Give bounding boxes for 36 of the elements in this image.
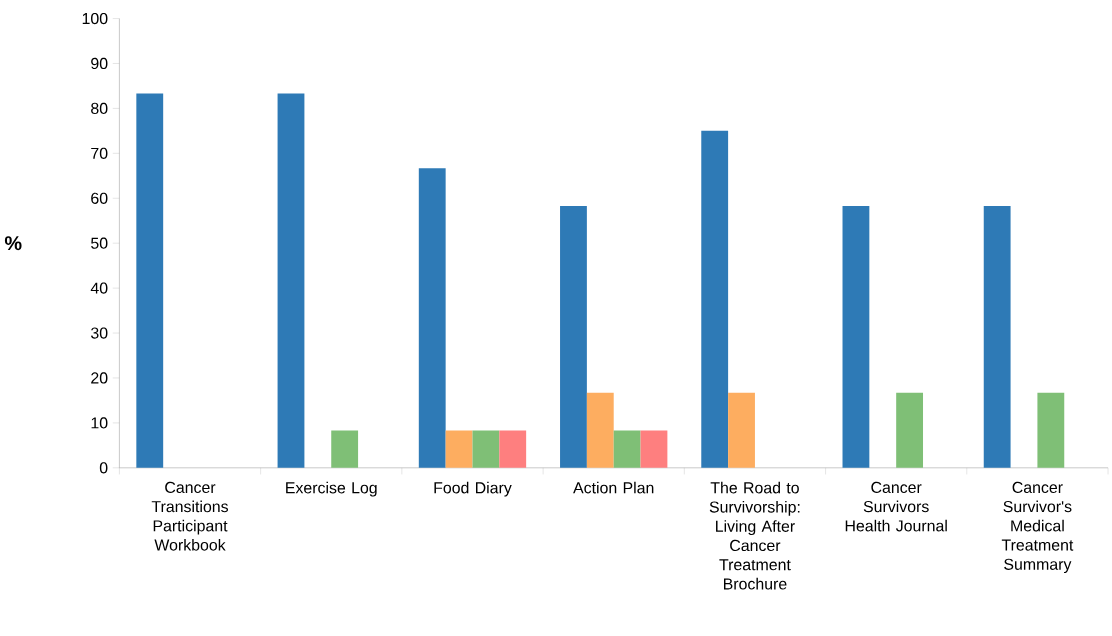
x-tick-label: Cancer Transitions Participant Workbook	[151, 481, 229, 551]
bar	[701, 130, 729, 468]
bar	[445, 430, 473, 468]
y-tick-label: 20	[91, 372, 108, 384]
y-tick-label: 80	[91, 102, 108, 114]
y-tick-label: 30	[91, 327, 108, 339]
x-tick-label: Cancer Survivor's Medical Treatment Summary	[1001, 481, 1074, 573]
x-tick-label: Exercise Log	[286, 481, 377, 497]
bar	[1037, 392, 1065, 468]
x-tick-label: Action Plan	[573, 481, 654, 494]
x-tick-label: Cancer Survivors Health Journal	[845, 481, 947, 532]
bar	[640, 430, 668, 468]
y-tick-label: 0	[99, 462, 108, 474]
bar	[560, 205, 587, 468]
y-tick-label: 90	[91, 57, 108, 70]
y-tick-label: 60	[91, 192, 108, 204]
bar	[896, 392, 924, 468]
bar	[472, 430, 500, 468]
bar	[842, 205, 870, 468]
bar	[418, 168, 446, 468]
y-tick-label: 10	[91, 417, 108, 429]
bar	[728, 392, 755, 468]
bar	[586, 392, 614, 468]
y-tick-label: 100	[82, 12, 108, 25]
bar	[613, 430, 641, 468]
bar	[136, 93, 164, 468]
x-tick-label: Food Diary	[434, 481, 512, 497]
bar	[499, 430, 527, 468]
x-tick-label: The Road to Survivorship: Living After Cancer Treatment Brochure	[709, 481, 800, 590]
y-tick-label: 70	[91, 147, 108, 159]
bar	[983, 205, 1011, 468]
bar	[277, 93, 305, 468]
y-tick-label: 40	[90, 282, 108, 294]
bar	[331, 430, 359, 468]
y-axis-title: %	[4, 236, 22, 251]
y-tick-label: 50	[91, 237, 108, 249]
